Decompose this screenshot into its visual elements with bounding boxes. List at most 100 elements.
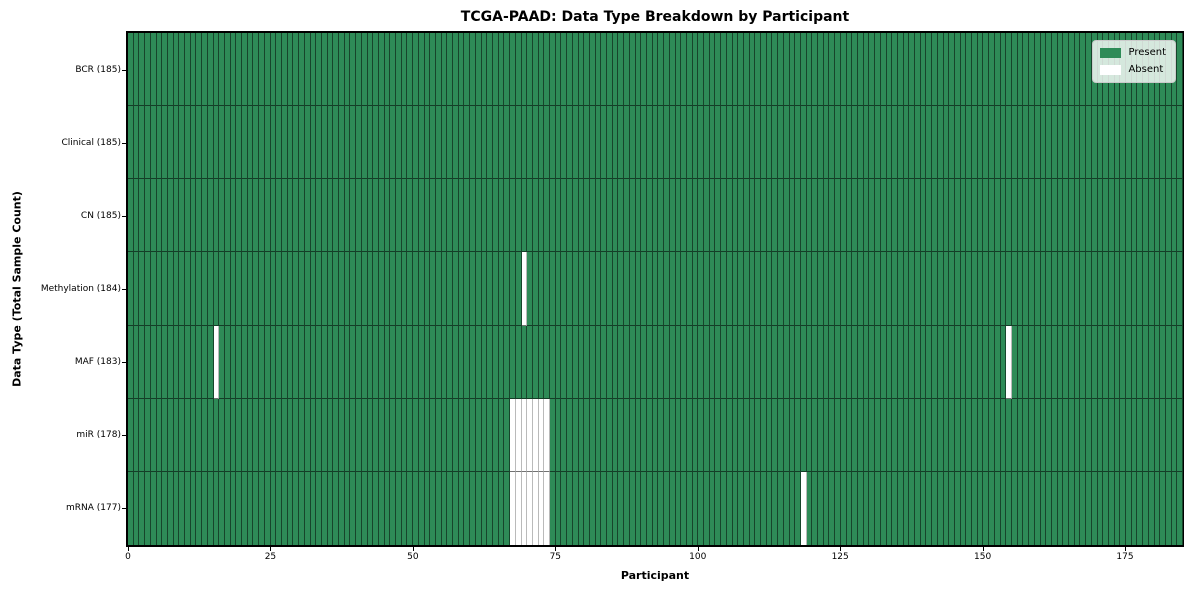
present-cell	[886, 398, 893, 472]
x-tick-mark	[412, 547, 414, 551]
present-cell	[418, 325, 425, 399]
present-cell	[875, 252, 881, 326]
present-cell	[601, 471, 608, 545]
present-cell	[567, 471, 573, 545]
present-cell	[578, 325, 585, 399]
present-cell	[1091, 325, 1098, 399]
present-cell	[721, 33, 727, 107]
present-cell	[863, 33, 870, 107]
legend-entry: Absent	[1100, 64, 1166, 76]
present-cell	[128, 471, 134, 545]
present-cell	[150, 398, 157, 472]
row-mir	[128, 398, 1184, 472]
present-cell	[1177, 325, 1184, 399]
present-cell	[1148, 252, 1155, 326]
present-cell	[1120, 398, 1127, 472]
present-cell	[835, 471, 841, 545]
present-cell	[219, 325, 225, 399]
present-cell	[196, 252, 203, 326]
present-cell	[829, 179, 836, 253]
present-cell	[493, 106, 499, 180]
present-cell	[726, 398, 733, 472]
present-cell	[1051, 398, 1058, 472]
present-cell	[173, 179, 180, 253]
present-cell	[167, 252, 174, 326]
present-cell	[869, 106, 876, 180]
present-cell	[441, 325, 448, 399]
present-cell	[1148, 106, 1155, 180]
present-cell	[1063, 398, 1070, 472]
present-cell	[926, 106, 933, 180]
present-cell	[1097, 398, 1104, 472]
present-cell	[595, 106, 602, 180]
present-cell	[242, 398, 248, 472]
present-cell	[561, 33, 568, 107]
present-cell	[190, 106, 197, 180]
present-cell	[743, 106, 750, 180]
present-cell	[259, 398, 265, 472]
present-cell	[230, 471, 237, 545]
present-cell	[1086, 106, 1092, 180]
present-cell	[173, 398, 180, 472]
present-cell	[669, 252, 676, 326]
present-cell	[430, 252, 436, 326]
present-cell	[1040, 179, 1047, 253]
present-cell	[806, 471, 813, 545]
present-cell	[1080, 179, 1087, 253]
present-cell	[259, 106, 265, 180]
present-cell	[1011, 471, 1018, 545]
present-cell	[897, 33, 904, 107]
present-cell	[1011, 106, 1018, 180]
present-cell	[892, 325, 898, 399]
present-cell	[897, 252, 904, 326]
present-cell	[721, 471, 727, 545]
present-cell	[783, 398, 790, 472]
present-cell	[167, 179, 174, 253]
present-cell	[635, 252, 642, 326]
present-cell	[1040, 33, 1047, 107]
present-cell	[561, 106, 568, 180]
present-cell	[230, 252, 237, 326]
present-cell	[515, 325, 522, 399]
x-tick-label: 125	[831, 552, 849, 562]
present-cell	[424, 106, 431, 180]
present-cell	[378, 398, 385, 472]
present-cell	[350, 325, 357, 399]
present-cell	[886, 106, 893, 180]
present-cell	[321, 33, 328, 107]
present-cell	[749, 325, 756, 399]
present-cell	[447, 106, 454, 180]
present-cell	[458, 398, 465, 472]
present-cell	[721, 325, 727, 399]
present-cell	[504, 33, 511, 107]
present-cell	[453, 179, 459, 253]
present-cell	[818, 398, 824, 472]
present-cell	[1057, 252, 1064, 326]
present-cell	[738, 325, 744, 399]
present-cell	[304, 325, 311, 399]
present-cell	[943, 471, 950, 545]
present-cell	[373, 33, 379, 107]
present-cell	[1023, 325, 1030, 399]
present-cell	[1069, 252, 1075, 326]
present-cell	[287, 106, 294, 180]
present-cell	[128, 398, 134, 472]
present-cell	[886, 179, 893, 253]
present-cell	[983, 471, 990, 545]
present-cell	[783, 325, 790, 399]
present-cell	[224, 471, 231, 545]
present-cell	[544, 179, 551, 253]
present-cell	[766, 252, 773, 326]
present-cell	[669, 179, 676, 253]
present-cell	[464, 33, 471, 107]
present-cell	[1074, 33, 1081, 107]
present-cell	[589, 252, 596, 326]
present-cell	[989, 106, 995, 180]
present-cell	[818, 106, 824, 180]
present-cell	[510, 179, 516, 253]
present-cell	[972, 398, 978, 472]
present-cell	[612, 471, 619, 545]
present-cell	[761, 325, 767, 399]
absent-cell	[521, 252, 528, 326]
present-cell	[572, 252, 579, 326]
